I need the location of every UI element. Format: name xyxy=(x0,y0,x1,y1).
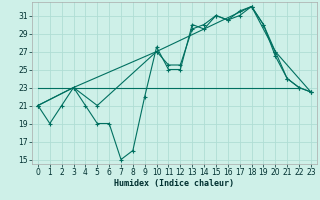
X-axis label: Humidex (Indice chaleur): Humidex (Indice chaleur) xyxy=(115,179,234,188)
